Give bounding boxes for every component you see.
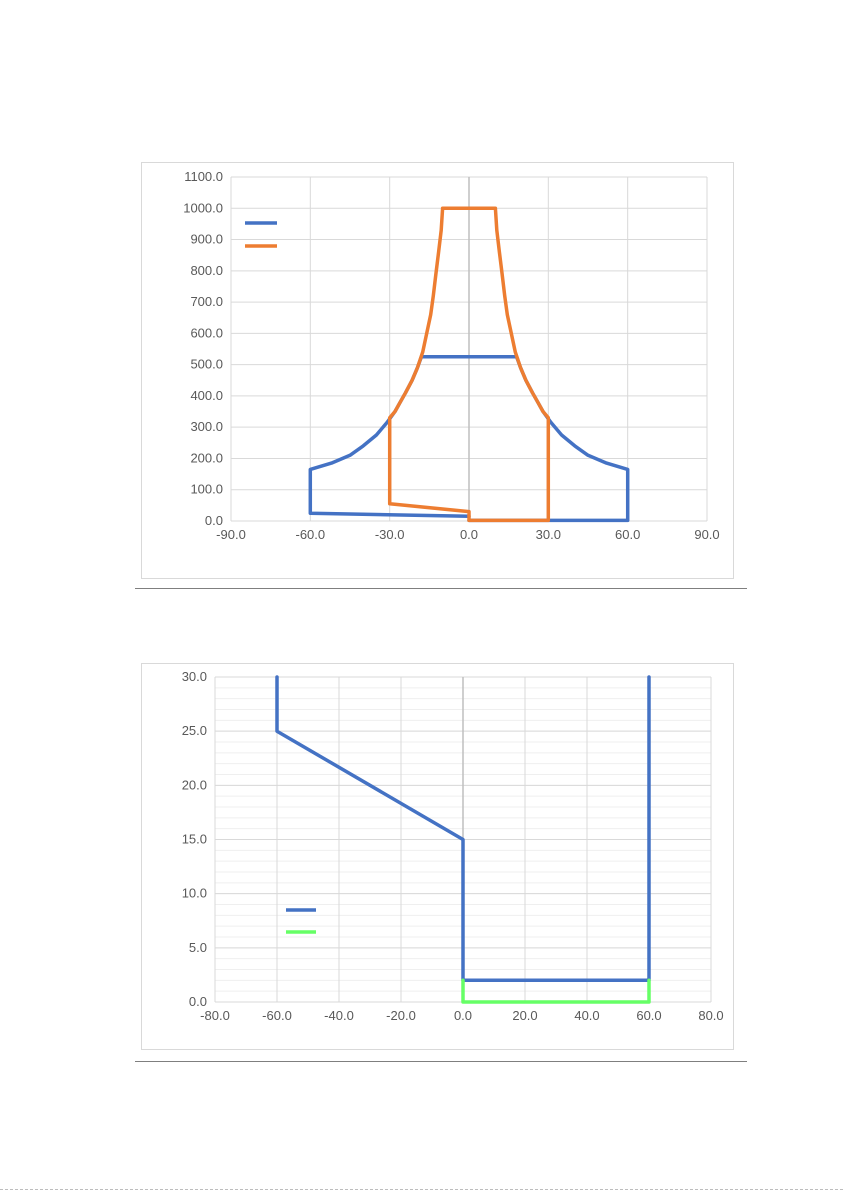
- x-tick-label: 30.0: [536, 527, 561, 542]
- legend-2: [286, 908, 316, 934]
- chart-frame-2: [141, 663, 734, 1050]
- series-line-2: [387, 206, 551, 523]
- y-tick-label: 15.0: [182, 832, 207, 847]
- series-line-1: [275, 675, 651, 983]
- x-tick-label: 80.0: [698, 1008, 723, 1023]
- y-tick-label: 20.0: [182, 777, 207, 792]
- y-tick-label: 600.0: [190, 325, 223, 340]
- y-tick-label: 25.0: [182, 723, 207, 738]
- x-tick-label: -80.0: [200, 1008, 230, 1023]
- divider-line-2: [135, 1061, 747, 1062]
- x-tick-label: 0.0: [454, 1008, 472, 1023]
- y-tick-label: 1000.0: [183, 200, 223, 215]
- x-tick-label: 0.0: [460, 527, 478, 542]
- y-tick-label: 200.0: [190, 450, 223, 465]
- page-bottom-dotted-line: [0, 1189, 843, 1190]
- x-tick-label: 20.0: [512, 1008, 537, 1023]
- y-tick-label: 800.0: [190, 263, 223, 278]
- y-tick-label: 10.0: [182, 886, 207, 901]
- y-tick-label: 100.0: [190, 482, 223, 497]
- y-tick-label: 0.0: [205, 513, 223, 528]
- y-tick-label: 700.0: [190, 294, 223, 309]
- x-tick-label: -30.0: [375, 527, 405, 542]
- y-tick-label: 900.0: [190, 232, 223, 247]
- x-tick-label: -60.0: [296, 527, 326, 542]
- divider-line-1: [135, 588, 747, 589]
- series-line-2: [461, 978, 651, 1004]
- x-tick-label: 40.0: [574, 1008, 599, 1023]
- series-line-1: [308, 355, 630, 523]
- y-tick-label: 5.0: [189, 940, 207, 955]
- x-tick-label: -60.0: [262, 1008, 292, 1023]
- legend-1: [245, 221, 277, 248]
- y-tick-label: 400.0: [190, 388, 223, 403]
- y-tick-label: 0.0: [189, 994, 207, 1009]
- x-tick-label: -20.0: [386, 1008, 416, 1023]
- x-tick-label: -90.0: [216, 527, 246, 542]
- x-tick-label: 90.0: [694, 527, 719, 542]
- x-tick-label: 60.0: [636, 1008, 661, 1023]
- y-tick-label: 500.0: [190, 357, 223, 372]
- x-tick-label: 60.0: [615, 527, 640, 542]
- y-tick-label: 30.0: [182, 669, 207, 684]
- y-tick-label: 1100.0: [184, 169, 223, 184]
- y-tick-label: 300.0: [190, 419, 223, 434]
- x-tick-label: -40.0: [324, 1008, 354, 1023]
